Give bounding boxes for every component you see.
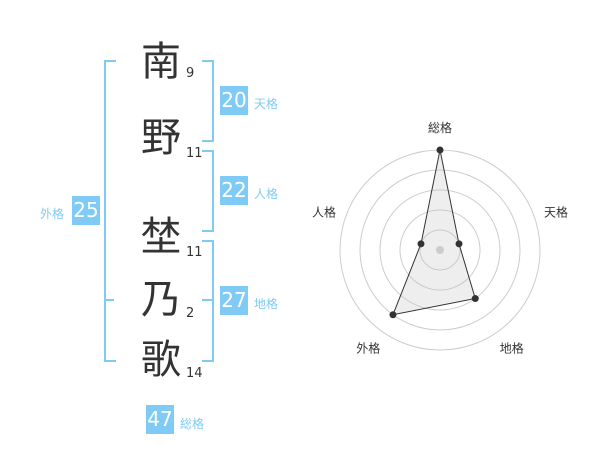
radar-point [389, 311, 397, 319]
tenkaku-bracket [202, 60, 214, 142]
chikaku-label: 地格 [254, 297, 279, 311]
chikaku-bracket [202, 240, 214, 362]
gaikaku-bracket-tick [104, 299, 114, 301]
kanji-3: 埜 [141, 214, 181, 260]
tenkaku-label: 天格 [254, 97, 279, 111]
strokes-5: 14 [186, 366, 203, 381]
radar-ring [379, 189, 501, 311]
soukaku-label: 総格 [180, 417, 205, 431]
strokes-3: 11 [186, 245, 203, 260]
tenkaku-value: 20 [220, 86, 248, 115]
jinkaku-label: 人格 [254, 187, 279, 201]
radar-axis-label: 地格 [500, 341, 524, 356]
radar-point [471, 295, 479, 303]
soukaku-value: 47 [146, 405, 174, 434]
radar-point [417, 240, 425, 248]
radar-axis-label: 外格 [356, 341, 380, 356]
radar-ring [399, 209, 481, 291]
strokes-1: 9 [186, 66, 195, 81]
strokes-2: 11 [186, 146, 203, 161]
radar-ring [419, 229, 461, 271]
radar-ring [359, 169, 521, 331]
jinkaku-bracket [202, 150, 214, 232]
kanji-4: 乃 [141, 277, 181, 323]
radar-point [455, 240, 463, 248]
radar-center [436, 246, 444, 254]
strokes-4: 2 [186, 306, 195, 321]
jinkaku-value: 22 [220, 176, 248, 205]
gaikaku-value: 25 [72, 196, 100, 225]
kanji-1: 南 [141, 39, 181, 85]
kanji-2: 野 [141, 115, 181, 161]
radar-axis-label: 人格 [312, 204, 336, 219]
radar-axis-label: 総格 [428, 120, 452, 135]
radar-axis-label: 天格 [544, 204, 568, 219]
gaikaku-label: 外格 [40, 207, 65, 221]
radar-point [436, 146, 444, 154]
chikaku-bracket-tick [202, 299, 212, 301]
chikaku-value: 27 [220, 286, 248, 315]
radar-area [392, 149, 476, 316]
gaikaku-bracket [104, 60, 116, 362]
kanji-5: 歌 [141, 337, 181, 383]
